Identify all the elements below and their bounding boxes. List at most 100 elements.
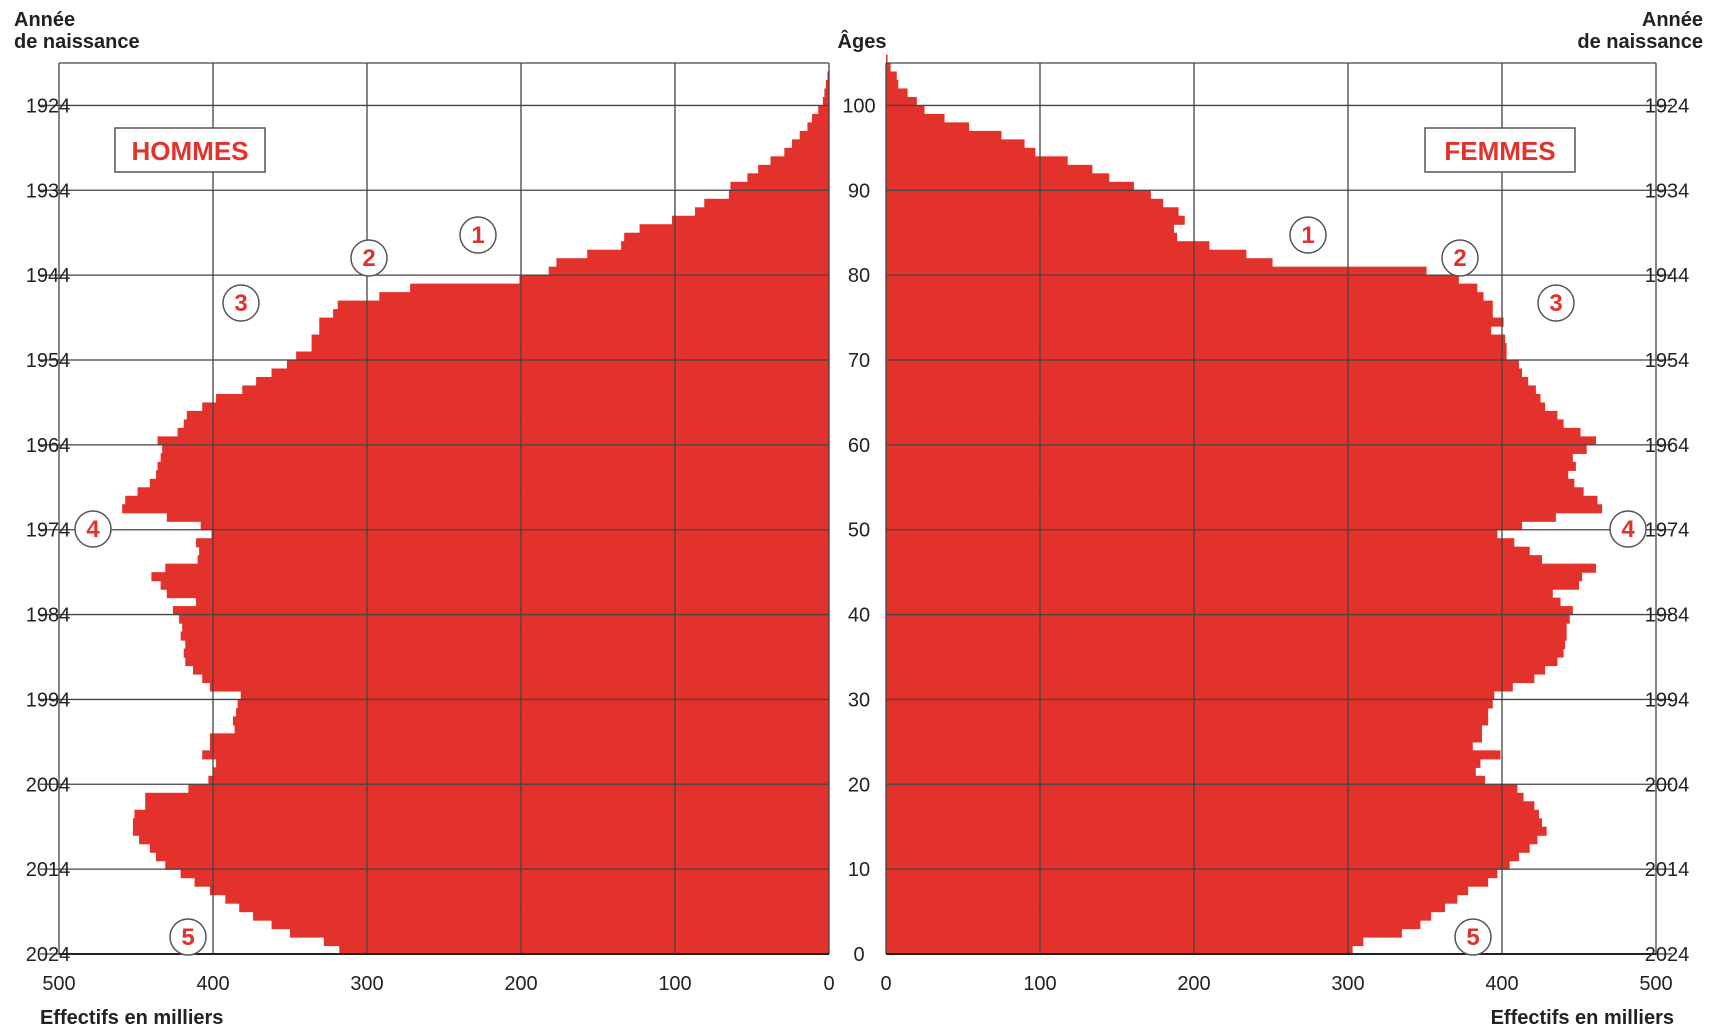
bar-hommes-age-17 bbox=[145, 801, 830, 811]
bar-hommes-age-35 bbox=[183, 648, 830, 658]
bar-femmes-age-94 bbox=[886, 147, 1036, 157]
bar-hommes-age-40 bbox=[172, 606, 829, 616]
year-tick-left-1934: 1934 bbox=[26, 180, 71, 202]
bar-femmes-age-28 bbox=[886, 707, 1489, 717]
bar-femmes-age-23 bbox=[886, 750, 1501, 760]
bar-femmes-age-79 bbox=[886, 275, 1459, 285]
bar-hommes-age-54 bbox=[137, 487, 830, 497]
bar-hommes-age-4 bbox=[253, 911, 830, 921]
bar-hommes-age-57 bbox=[157, 461, 829, 471]
bar-femmes-age-82 bbox=[886, 249, 1247, 259]
bar-hommes-age-56 bbox=[156, 470, 829, 480]
bar-hommes-age-2 bbox=[290, 928, 829, 938]
bar-hommes-age-19 bbox=[188, 784, 830, 794]
bar-hommes-age-86 bbox=[671, 215, 829, 225]
marker-left-1: 1 bbox=[471, 222, 484, 249]
bar-hommes-age-45 bbox=[165, 563, 829, 573]
bar-hommes-age-90 bbox=[730, 181, 829, 191]
bar-hommes-age-7 bbox=[209, 886, 830, 896]
bar-femmes-age-44 bbox=[886, 572, 1583, 582]
bar-femmes-age-20 bbox=[886, 775, 1486, 785]
bar-femmes-age-25 bbox=[886, 733, 1482, 743]
marker-right-4-circle bbox=[1609, 510, 1647, 548]
bar-femmes-age-48 bbox=[886, 538, 1515, 548]
bar-femmes-age-75 bbox=[886, 309, 1493, 319]
bar-femmes-age-14 bbox=[886, 826, 1547, 836]
bar-hommes-age-18 bbox=[145, 792, 830, 802]
age-tick-100: 100 bbox=[842, 95, 875, 117]
bar-hommes-age-15 bbox=[132, 818, 830, 828]
bar-hommes-age-69 bbox=[286, 360, 829, 370]
bar-femmes-age-42 bbox=[886, 589, 1553, 599]
bar-femmes-age-57 bbox=[886, 461, 1576, 471]
bar-hommes-age-85 bbox=[639, 224, 829, 234]
bar-hommes-age-48 bbox=[196, 538, 829, 548]
bar-femmes-age-43 bbox=[886, 580, 1579, 590]
bar-femmes-age-4 bbox=[886, 911, 1432, 921]
x-tick-right-200: 200 bbox=[1177, 973, 1210, 995]
year-tick-right-1964: 1964 bbox=[1645, 435, 1690, 457]
bar-hommes-age-9 bbox=[180, 869, 829, 879]
bar-femmes-age-39 bbox=[886, 614, 1570, 624]
bar-hommes-age-3 bbox=[271, 920, 829, 930]
bar-hommes-age-37 bbox=[180, 631, 829, 641]
year-tick-left-1964: 1964 bbox=[26, 435, 71, 457]
bar-femmes-age-65 bbox=[886, 393, 1541, 404]
bar-femmes-age-87 bbox=[886, 207, 1179, 217]
age-tick-80: 80 bbox=[848, 265, 870, 287]
marker-left-2-circle bbox=[350, 239, 388, 277]
year-tick-left-1984: 1984 bbox=[26, 605, 71, 627]
bar-hommes-age-93 bbox=[770, 156, 829, 166]
bar-femmes-age-76 bbox=[886, 300, 1493, 310]
bar-femmes-age-100 bbox=[886, 96, 917, 107]
bar-femmes-age-64 bbox=[886, 402, 1546, 412]
year-tick-left-1924: 1924 bbox=[26, 95, 71, 117]
bar-femmes-age-24 bbox=[886, 741, 1473, 751]
bar-femmes-age-34 bbox=[886, 657, 1558, 667]
bar-hommes-age-39 bbox=[179, 614, 829, 624]
bar-femmes-age-54 bbox=[886, 487, 1584, 497]
bar-femmes-age-0 bbox=[886, 945, 1353, 955]
bar-hommes-age-80 bbox=[548, 266, 829, 276]
annotation-markers: 1 2 3 4 5 1 2 3 4 5 bbox=[74, 216, 1647, 956]
bar-hommes-age-11 bbox=[156, 852, 829, 862]
bar-hommes-age-65 bbox=[216, 393, 829, 404]
year-tick-left-1944: 1944 bbox=[26, 265, 71, 287]
bar-femmes-age-98 bbox=[886, 113, 945, 123]
bar-hommes-age-63 bbox=[186, 410, 829, 420]
bar-femmes-age-1 bbox=[886, 937, 1364, 947]
age-tick-40: 40 bbox=[848, 605, 870, 627]
bar-hommes-age-49 bbox=[211, 529, 829, 539]
femmes-title-box bbox=[1424, 127, 1576, 173]
bar-hommes-age-100 bbox=[822, 96, 829, 107]
bar-hommes-age-58 bbox=[160, 453, 829, 463]
marker-left-5-circle bbox=[169, 918, 207, 956]
bar-hommes-age-92 bbox=[758, 164, 829, 174]
bar-hommes-age-67 bbox=[256, 376, 829, 387]
bar-femmes-age-38 bbox=[886, 623, 1567, 633]
marker-right-4: 4 bbox=[1621, 516, 1635, 543]
age-tick-30: 30 bbox=[848, 689, 870, 711]
bar-femmes-age-40 bbox=[886, 606, 1573, 616]
x-tick-left-400: 400 bbox=[196, 973, 229, 995]
year-tick-left-2014: 2014 bbox=[26, 859, 71, 881]
bar-femmes-age-66 bbox=[886, 385, 1536, 395]
bar-hommes-age-88 bbox=[704, 198, 829, 208]
bar-hommes-age-43 bbox=[160, 580, 829, 590]
bar-hommes-age-84 bbox=[624, 232, 829, 242]
year-tick-right-1934: 1934 bbox=[1645, 180, 1690, 202]
bar-femmes-age-30 bbox=[886, 690, 1495, 701]
bar-hommes-age-61 bbox=[177, 427, 829, 437]
bar-hommes-age-27 bbox=[233, 716, 829, 726]
bar-hommes-age-22 bbox=[216, 758, 829, 768]
bar-hommes-age-13 bbox=[139, 835, 829, 845]
bar-femmes-age-96 bbox=[886, 130, 1002, 140]
bar-femmes-age-97 bbox=[886, 122, 970, 132]
bar-femmes-age-89 bbox=[886, 190, 1151, 200]
bar-hommes-age-1 bbox=[323, 937, 829, 947]
axis-tick-labels: 500 400 300 200 100 0 0 100 200 300 400 50010090807… bbox=[26, 95, 1690, 995]
bar-femmes-age-80 bbox=[886, 266, 1427, 276]
bar-hommes-age-34 bbox=[185, 657, 829, 667]
bar-femmes-age-104 bbox=[886, 63, 891, 73]
